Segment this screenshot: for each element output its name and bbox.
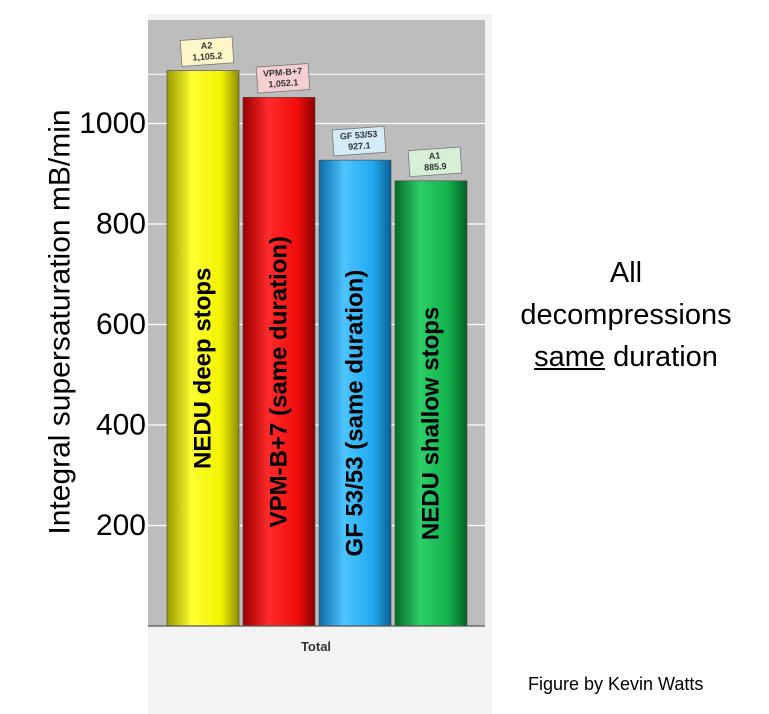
callout-box [407, 146, 463, 178]
callout-box [179, 36, 235, 67]
x-category-label: Total [301, 639, 331, 654]
callout-value: 1,052.1 [268, 77, 299, 89]
note-line-2: decompressions [520, 299, 732, 331]
y-tick-label: 600 [96, 308, 146, 341]
bar [166, 70, 240, 627]
callout-box [255, 63, 311, 94]
y-axis-label: Integral supersaturation mB/min [44, 109, 77, 534]
callout-value: 1,105.2 [192, 51, 223, 63]
bars: NEDU deep stops VPM-B+7 (same duration) GF… [166, 70, 468, 627]
callout-value: 885.9 [424, 161, 447, 173]
callout-series-name: GF 53/53 [340, 129, 378, 142]
y-tick-label: 800 [96, 208, 146, 241]
note-line-1: All [609, 257, 643, 289]
y-tick-label: 200 [96, 509, 146, 542]
callout-value: 927.1 [348, 140, 371, 152]
bar [242, 97, 316, 627]
figure-credit: Figure by Kevin Watts [528, 674, 704, 694]
y-tick-labels: 200 400 600 800 1000 [79, 107, 146, 542]
callout-box [331, 125, 387, 157]
y-tick-label: 400 [96, 409, 146, 442]
bar [394, 180, 468, 627]
annotation-note: All decompressions same duration [492, 252, 760, 378]
note-underlined-word: same [534, 341, 606, 373]
bar-label: NEDU deep stops [190, 268, 217, 469]
note-line-3: same duration [492, 336, 760, 378]
bar-label: VPM-B+7 (same duration) [266, 236, 293, 527]
data-callout: VPM-B+71,052.1 [255, 63, 311, 94]
y-tick-label: 1000 [79, 107, 146, 140]
note-line-3-rest: duration [605, 341, 718, 373]
bar [318, 159, 392, 627]
callout-series-name: A2 [200, 40, 212, 51]
bar-label: NEDU shallow stops [418, 307, 445, 540]
callout-series-name: A1 [428, 150, 440, 161]
callout-series-name: VPM-B+7 [263, 66, 303, 79]
data-callout: A21,105.2 [179, 36, 235, 67]
bar-label: GF 53/53 (same duration) [342, 270, 369, 557]
